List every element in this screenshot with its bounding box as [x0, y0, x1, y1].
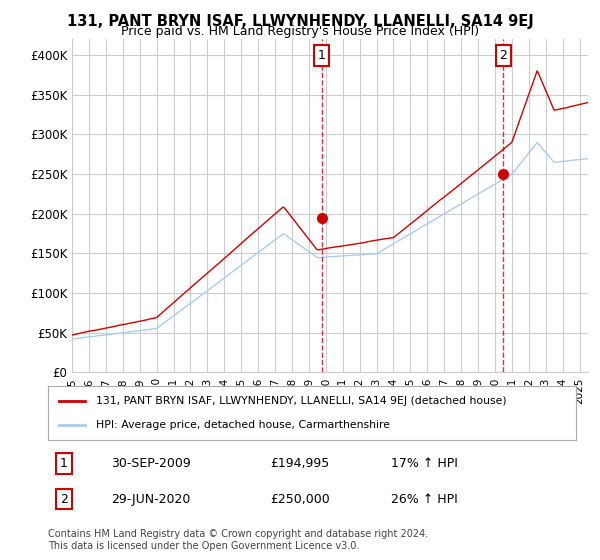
- Text: 26% ↑ HPI: 26% ↑ HPI: [391, 493, 458, 506]
- Text: 1: 1: [317, 49, 325, 62]
- Text: £250,000: £250,000: [270, 493, 329, 506]
- Text: Contains HM Land Registry data © Crown copyright and database right 2024.
This d: Contains HM Land Registry data © Crown c…: [48, 529, 428, 551]
- Text: 2: 2: [60, 493, 68, 506]
- Text: £194,995: £194,995: [270, 457, 329, 470]
- Text: 17% ↑ HPI: 17% ↑ HPI: [391, 457, 458, 470]
- Text: HPI: Average price, detached house, Carmarthenshire: HPI: Average price, detached house, Carm…: [95, 419, 389, 430]
- Text: 131, PANT BRYN ISAF, LLWYNHENDY, LLANELLI, SA14 9EJ: 131, PANT BRYN ISAF, LLWYNHENDY, LLANELL…: [67, 14, 533, 29]
- Text: 131, PANT BRYN ISAF, LLWYNHENDY, LLANELLI, SA14 9EJ (detached house): 131, PANT BRYN ISAF, LLWYNHENDY, LLANELL…: [95, 396, 506, 407]
- Text: 2: 2: [499, 49, 508, 62]
- Text: 29-JUN-2020: 29-JUN-2020: [112, 493, 191, 506]
- Text: 1: 1: [60, 457, 68, 470]
- Text: 30-SEP-2009: 30-SEP-2009: [112, 457, 191, 470]
- Text: Price paid vs. HM Land Registry's House Price Index (HPI): Price paid vs. HM Land Registry's House …: [121, 25, 479, 38]
